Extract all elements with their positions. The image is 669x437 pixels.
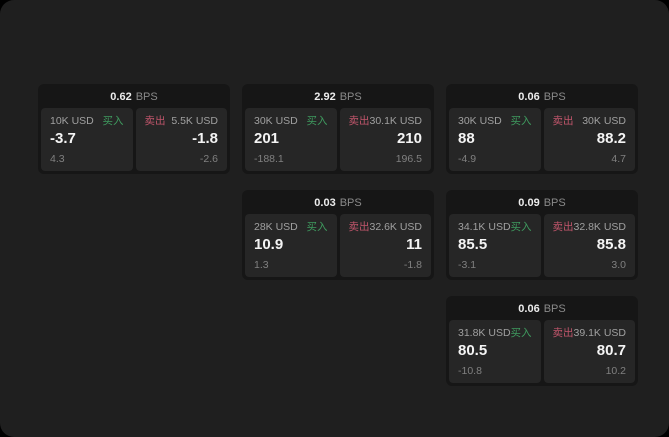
sell-panel[interactable]: 卖出 39.1K USD 80.7 10.2: [543, 320, 635, 383]
bps-unit-label: BPS: [543, 91, 566, 103]
buy-panel[interactable]: 34.1K USD 买入 85.5 -3.1: [449, 214, 541, 277]
bps-unit-label: BPS: [339, 91, 362, 103]
sell-panel[interactable]: 卖出 30K USD 88.2 4.7: [543, 108, 635, 171]
quote-card-6: 0.06 BPS 31.8K USD 买入 80.5 -10.8 卖出 39.1K…: [446, 296, 638, 386]
sell-price: 85.8: [596, 236, 626, 253]
quote-card-5: 0.09 BPS 34.1K USD 买入 85.5 -3.1 卖出 32.8K …: [446, 190, 638, 280]
buy-price: 85.5: [458, 236, 488, 253]
sell-amount: 39.1K USD: [573, 327, 627, 339]
bps-value: 2.92: [314, 91, 336, 103]
sell-sub-value: 3.0: [611, 259, 626, 271]
sell-side-label: 卖出: [144, 115, 166, 127]
buy-side-label: 买入: [306, 221, 328, 233]
sell-amount: 30.1K USD: [369, 115, 423, 127]
quote-card-1: 0.62 BPS 10K USD 买入 -3.7 4.3 卖出 5.5K USD: [38, 84, 230, 174]
buy-amount: 28K USD: [254, 221, 298, 233]
buy-sub-value: -10.8: [458, 365, 482, 377]
quote-card-grid: 0.62 BPS 10K USD 买入 -3.7 4.3 卖出 5.5K USD: [38, 84, 638, 386]
sell-panel[interactable]: 卖出 30.1K USD 210 196.5: [339, 108, 431, 171]
sell-sub-value: -1.8: [403, 259, 422, 271]
quote-panels: 10K USD 买入 -3.7 4.3 卖出 5.5K USD -1.8 -2.…: [41, 108, 227, 171]
sell-price: 11: [406, 236, 422, 253]
buy-side-label: 买入: [306, 115, 328, 127]
sell-side-label: 卖出: [552, 221, 574, 233]
buy-sub-value: -4.9: [458, 153, 477, 165]
buy-sub-value: 4.3: [50, 153, 65, 165]
sell-amount: 32.8K USD: [573, 221, 627, 233]
buy-amount: 30K USD: [254, 115, 298, 127]
bps-value: 0.03: [314, 197, 336, 209]
sell-side-label: 卖出: [348, 115, 370, 127]
sell-side-label: 卖出: [552, 115, 574, 127]
quote-panels: 34.1K USD 买入 85.5 -3.1 卖出 32.8K USD 85.8…: [449, 214, 635, 277]
buy-price: 201: [254, 130, 280, 147]
buy-panel[interactable]: 28K USD 买入 10.9 1.3: [245, 214, 337, 277]
buy-price: 80.5: [458, 342, 488, 359]
buy-price: 88: [458, 130, 475, 147]
sell-amount: 30K USD: [582, 115, 626, 127]
buy-amount: 10K USD: [50, 115, 94, 127]
buy-side-label: 买入: [102, 115, 124, 127]
quote-panels: 28K USD 买入 10.9 1.3 卖出 32.6K USD 11 -1.8: [245, 214, 431, 277]
buy-price: -3.7: [50, 130, 76, 147]
sell-amount: 5.5K USD: [171, 115, 218, 127]
sell-sub-value: 196.5: [395, 153, 422, 165]
quote-card-3: 0.06 BPS 30K USD 买入 88 -4.9 卖出 30K USD: [446, 84, 638, 174]
sell-panel[interactable]: 卖出 32.6K USD 11 -1.8: [339, 214, 431, 277]
buy-panel[interactable]: 30K USD 买入 201 -188.1: [245, 108, 337, 171]
bps-header: 0.62 BPS: [41, 87, 227, 108]
sell-price: -1.8: [192, 130, 218, 147]
quote-panels: 30K USD 买入 201 -188.1 卖出 30.1K USD 210 1…: [245, 108, 431, 171]
sell-price: 88.2: [596, 130, 626, 147]
bps-unit-label: BPS: [135, 91, 158, 103]
quote-panels: 30K USD 买入 88 -4.9 卖出 30K USD 88.2 4.7: [449, 108, 635, 171]
sell-sub-value: 4.7: [611, 153, 626, 165]
sell-side-label: 卖出: [552, 327, 574, 339]
buy-price: 10.9: [254, 236, 284, 253]
sell-side-label: 卖出: [348, 221, 370, 233]
buy-panel[interactable]: 10K USD 买入 -3.7 4.3: [41, 108, 133, 171]
bps-header: 0.06 BPS: [449, 87, 635, 108]
bps-value: 0.06: [518, 303, 540, 315]
bps-header: 0.06 BPS: [449, 299, 635, 320]
buy-side-label: 买入: [510, 115, 532, 127]
sell-sub-value: 10.2: [605, 365, 626, 377]
bps-header: 0.03 BPS: [245, 193, 431, 214]
buy-sub-value: 1.3: [254, 259, 269, 271]
bps-value: 0.06: [518, 91, 540, 103]
sell-price: 80.7: [596, 342, 626, 359]
sell-panel[interactable]: 卖出 32.8K USD 85.8 3.0: [543, 214, 635, 277]
quote-card-2: 2.92 BPS 30K USD 买入 201 -188.1 卖出 30.1K U…: [242, 84, 434, 174]
bps-unit-label: BPS: [543, 303, 566, 315]
buy-amount: 31.8K USD: [458, 327, 511, 339]
bps-header: 2.92 BPS: [245, 87, 431, 108]
quote-panels: 31.8K USD 买入 80.5 -10.8 卖出 39.1K USD 80.…: [449, 320, 635, 383]
sell-panel[interactable]: 卖出 5.5K USD -1.8 -2.6: [135, 108, 227, 171]
bps-value: 0.62: [110, 91, 132, 103]
bps-header: 0.09 BPS: [449, 193, 635, 214]
sell-sub-value: -2.6: [199, 153, 218, 165]
buy-side-label: 买入: [510, 327, 532, 339]
sell-price: 210: [396, 130, 422, 147]
buy-amount: 34.1K USD: [458, 221, 511, 233]
buy-panel[interactable]: 30K USD 买入 88 -4.9: [449, 108, 541, 171]
buy-sub-value: -188.1: [254, 153, 284, 165]
buy-amount: 30K USD: [458, 115, 502, 127]
quote-card-4: 0.03 BPS 28K USD 买入 10.9 1.3 卖出 32.6K USD: [242, 190, 434, 280]
bps-unit-label: BPS: [543, 197, 566, 209]
bps-unit-label: BPS: [339, 197, 362, 209]
buy-sub-value: -3.1: [458, 259, 477, 271]
buy-side-label: 买入: [510, 221, 532, 233]
sell-amount: 32.6K USD: [369, 221, 423, 233]
buy-panel[interactable]: 31.8K USD 买入 80.5 -10.8: [449, 320, 541, 383]
bps-value: 0.09: [518, 197, 540, 209]
